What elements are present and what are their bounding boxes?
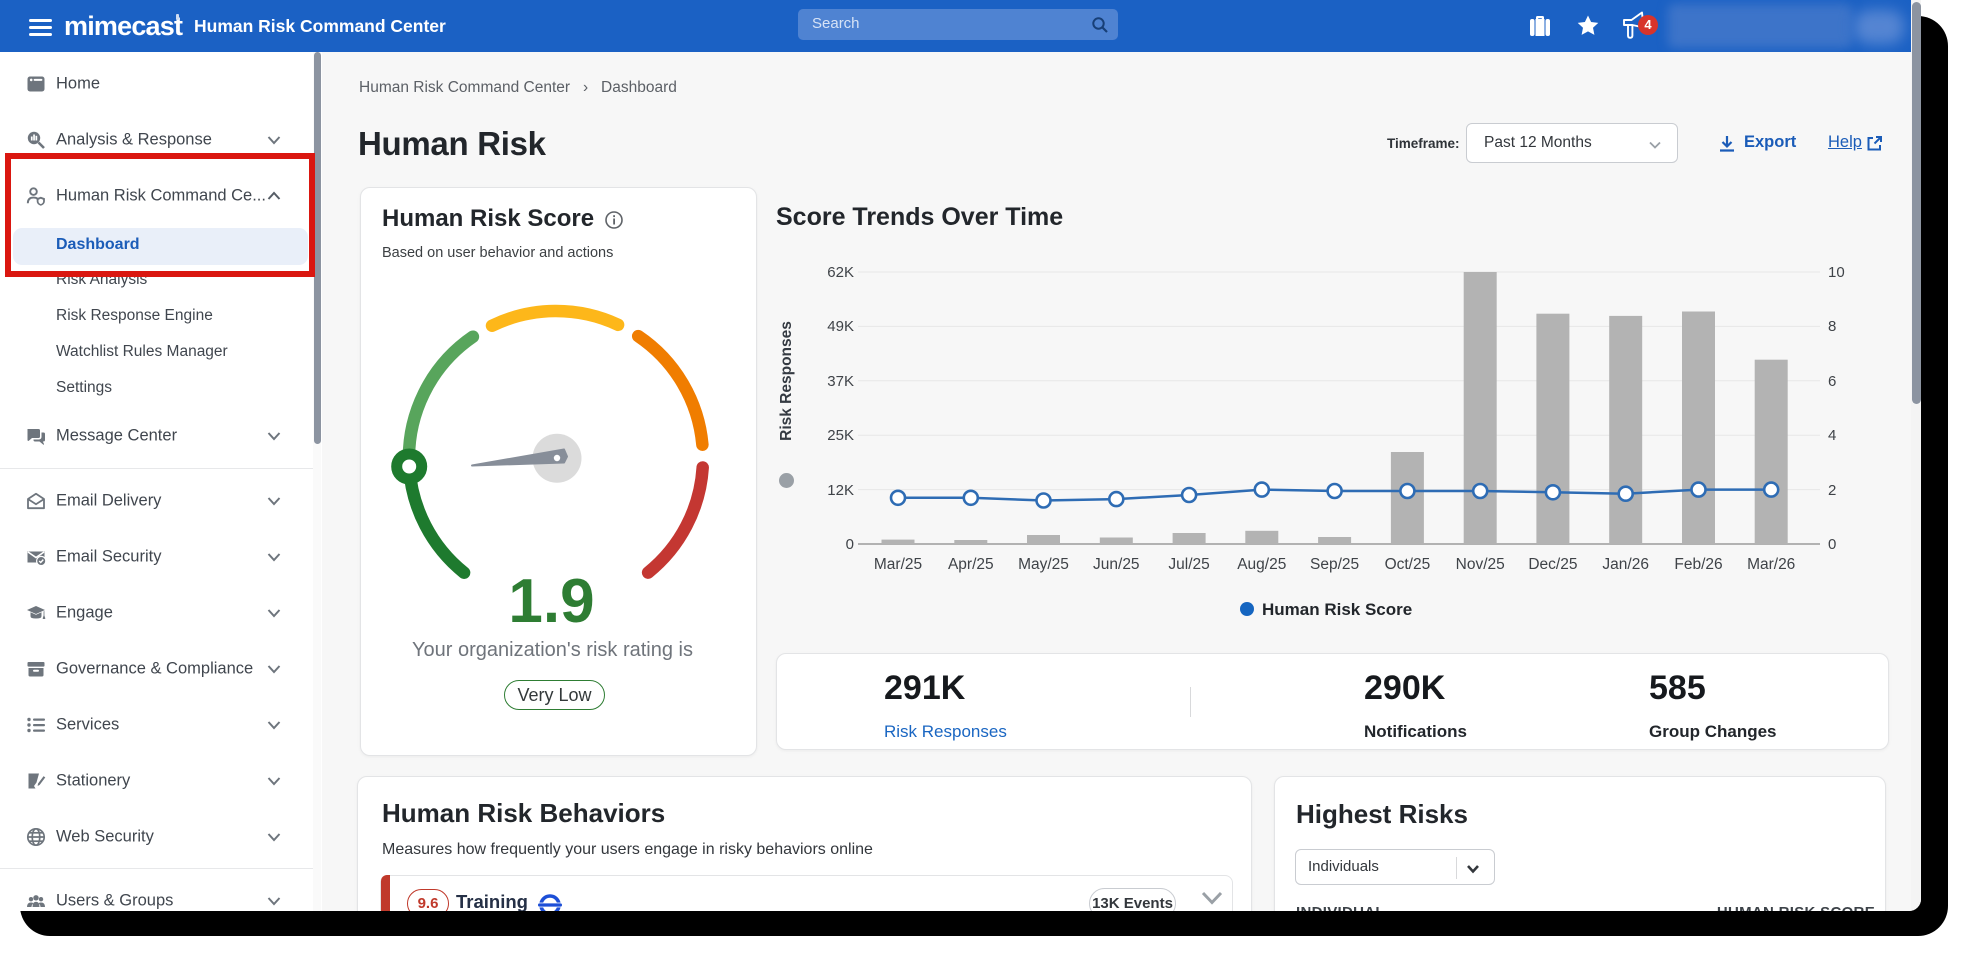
svg-text:May/25: May/25 — [1018, 556, 1069, 573]
svg-text:8: 8 — [1828, 318, 1836, 335]
svg-text:Feb/26: Feb/26 — [1674, 556, 1722, 573]
svg-text:Jul/25: Jul/25 — [1168, 556, 1209, 573]
svg-text:Aug/25: Aug/25 — [1237, 556, 1286, 573]
svg-text:Mar/25: Mar/25 — [874, 556, 922, 573]
svg-text:Mar/26: Mar/26 — [1747, 556, 1795, 573]
svg-text:Jan/26: Jan/26 — [1602, 556, 1649, 573]
svg-text:62K: 62K — [827, 264, 854, 281]
svg-text:Jun/25: Jun/25 — [1093, 556, 1140, 573]
svg-text:2: 2 — [1828, 482, 1836, 499]
svg-text:4: 4 — [1828, 427, 1836, 444]
svg-text:12K: 12K — [827, 482, 854, 499]
svg-text:37K: 37K — [827, 373, 854, 390]
svg-text:10: 10 — [1828, 264, 1845, 281]
svg-text:0: 0 — [1828, 536, 1836, 553]
svg-text:49K: 49K — [827, 318, 854, 335]
svg-text:Nov/25: Nov/25 — [1456, 556, 1505, 573]
svg-text:0: 0 — [846, 536, 854, 553]
svg-text:Oct/25: Oct/25 — [1385, 556, 1431, 573]
svg-text:Dec/25: Dec/25 — [1528, 556, 1577, 573]
svg-text:25K: 25K — [827, 427, 854, 444]
svg-text:Apr/25: Apr/25 — [948, 556, 994, 573]
svg-text:6: 6 — [1828, 373, 1836, 390]
svg-text:Sep/25: Sep/25 — [1310, 556, 1359, 573]
